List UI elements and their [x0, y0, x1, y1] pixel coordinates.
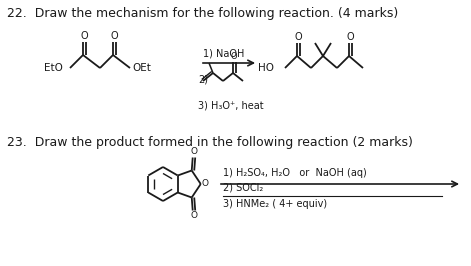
Text: O: O — [346, 32, 354, 42]
Text: OEt: OEt — [132, 63, 151, 73]
Text: 3) HNMe₂ ( 4+ equiv): 3) HNMe₂ ( 4+ equiv) — [223, 199, 327, 209]
Text: O: O — [190, 211, 197, 221]
Text: 3) H₃O⁺, heat: 3) H₃O⁺, heat — [198, 101, 264, 111]
Text: 2) SOCl₂: 2) SOCl₂ — [223, 182, 263, 192]
Text: 23.  Draw the product formed in the following reaction (2 marks): 23. Draw the product formed in the follo… — [7, 136, 413, 149]
Text: 1) H₂SO₄, H₂O   or  NaOH (aq): 1) H₂SO₄, H₂O or NaOH (aq) — [223, 168, 367, 178]
Text: EtO: EtO — [44, 63, 63, 73]
Text: O: O — [80, 31, 88, 41]
Text: 1) NaOH: 1) NaOH — [203, 48, 244, 58]
Text: O: O — [110, 31, 118, 41]
Text: O: O — [190, 148, 197, 156]
Text: O: O — [202, 180, 209, 189]
Text: O: O — [294, 32, 302, 42]
Text: 22.  Draw the mechanism for the following reaction. (4 marks): 22. Draw the mechanism for the following… — [7, 7, 398, 20]
Text: 2): 2) — [198, 75, 208, 85]
Text: HO: HO — [258, 63, 274, 73]
Text: O: O — [231, 52, 237, 61]
